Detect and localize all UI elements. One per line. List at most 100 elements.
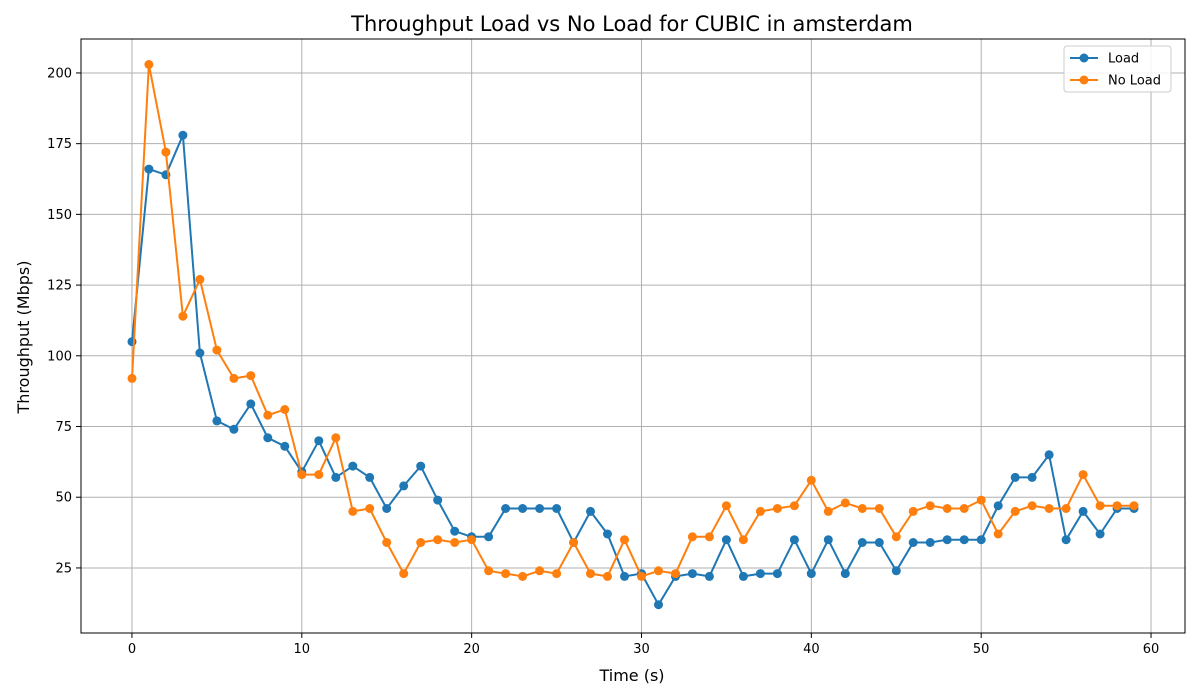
x-tick-label: 50: [973, 642, 990, 657]
data-point-load: [704, 571, 714, 581]
x-tick-label: 0: [128, 642, 136, 657]
data-point-load: [501, 504, 511, 513]
data-point-load: [993, 501, 1003, 511]
series-layer: [127, 60, 1139, 610]
data-point-load: [603, 529, 612, 539]
data-point-load: [1095, 529, 1105, 539]
grid: [81, 39, 1185, 633]
data-point-load: [263, 433, 273, 443]
data-point-no-load: [552, 569, 562, 579]
data-point-load: [840, 569, 850, 579]
x-tick-label: 20: [463, 642, 480, 657]
data-point-no-load: [348, 506, 358, 516]
y-tick-label: 175: [47, 137, 72, 152]
data-point-load: [721, 535, 731, 545]
data-point-no-load: [229, 373, 239, 383]
legend-marker-load: [1079, 53, 1089, 63]
data-point-load: [212, 416, 222, 426]
chart-title: Throughput Load vs No Load for CUBIC in …: [350, 12, 913, 36]
data-point-load: [1044, 450, 1054, 460]
data-point-no-load: [823, 506, 833, 516]
data-point-load: [857, 538, 867, 547]
data-point-load: [1010, 472, 1020, 482]
data-point-no-load: [1010, 506, 1020, 516]
data-point-no-load: [1078, 470, 1088, 480]
data-point-load: [348, 461, 358, 471]
data-point-no-load: [450, 538, 460, 547]
data-point-no-load: [382, 538, 392, 547]
data-point-no-load: [789, 501, 799, 511]
data-point-no-load: [144, 60, 154, 69]
data-point-no-load: [755, 506, 765, 516]
data-point-load: [620, 571, 629, 581]
data-point-load: [1027, 472, 1037, 482]
legend-label-no-load: No Load: [1108, 74, 1161, 89]
data-point-load: [195, 348, 205, 358]
x-axis-label: Time (s): [598, 666, 664, 685]
legend-marker-no-load: [1079, 75, 1089, 85]
data-point-no-load: [942, 504, 952, 513]
x-ticks: 0 10 20 30 40 50 60: [128, 633, 1159, 657]
data-point-load: [484, 532, 494, 542]
data-point-load: [738, 571, 748, 581]
data-point-no-load: [569, 538, 579, 547]
y-tick-label: 25: [55, 561, 72, 576]
data-point-no-load: [416, 538, 426, 547]
data-point-load: [654, 600, 663, 610]
x-tick-label: 40: [803, 642, 820, 657]
y-tick-label: 100: [47, 349, 72, 364]
data-point-load: [976, 535, 986, 545]
data-point-no-load: [467, 535, 477, 545]
data-point-load: [399, 481, 409, 491]
data-point-no-load: [603, 571, 612, 581]
plot-frame: [80, 38, 1186, 634]
data-point-no-load: [637, 571, 646, 581]
legend: Load No Load: [1063, 45, 1172, 93]
data-point-no-load: [484, 566, 494, 576]
y-tick-label: 50: [55, 491, 72, 506]
data-point-no-load: [908, 506, 918, 516]
data-point-no-load: [1061, 504, 1071, 513]
data-point-no-load: [212, 345, 222, 355]
data-point-load: [518, 504, 528, 513]
y-tick-label: 150: [47, 208, 72, 223]
data-point-load: [874, 538, 884, 547]
data-point-load: [144, 164, 154, 174]
data-point-load: [433, 495, 443, 505]
data-point-no-load: [891, 532, 901, 542]
data-point-no-load: [687, 532, 697, 542]
data-point-no-load: [433, 535, 443, 545]
data-point-no-load: [586, 569, 595, 579]
data-point-no-load: [874, 504, 884, 513]
data-point-load: [823, 535, 833, 545]
x-tick-label: 30: [633, 642, 650, 657]
data-point-no-load: [518, 571, 528, 581]
data-point-no-load: [161, 147, 171, 157]
data-point-no-load: [263, 410, 273, 420]
data-point-load: [552, 504, 562, 513]
data-point-load: [246, 399, 256, 409]
data-point-load: [959, 535, 969, 545]
y-tick-label: 125: [47, 279, 72, 294]
data-point-load: [178, 130, 188, 140]
data-point-load: [331, 472, 341, 482]
data-point-no-load: [925, 501, 935, 511]
data-point-no-load: [178, 311, 188, 321]
data-point-load: [891, 566, 901, 576]
data-point-no-load: [331, 433, 341, 443]
data-point-load: [365, 472, 375, 482]
data-point-no-load: [399, 569, 409, 579]
data-point-no-load: [840, 498, 850, 508]
data-point-load: [229, 424, 239, 434]
y-tick-label: 200: [47, 66, 72, 81]
data-point-load: [806, 569, 816, 579]
data-point-load: [1078, 506, 1088, 516]
data-point-load: [586, 506, 595, 516]
data-point-load: [755, 569, 765, 579]
data-point-no-load: [195, 274, 205, 284]
data-point-load: [1061, 535, 1071, 545]
data-point-no-load: [501, 569, 511, 579]
data-point-load: [908, 538, 918, 547]
